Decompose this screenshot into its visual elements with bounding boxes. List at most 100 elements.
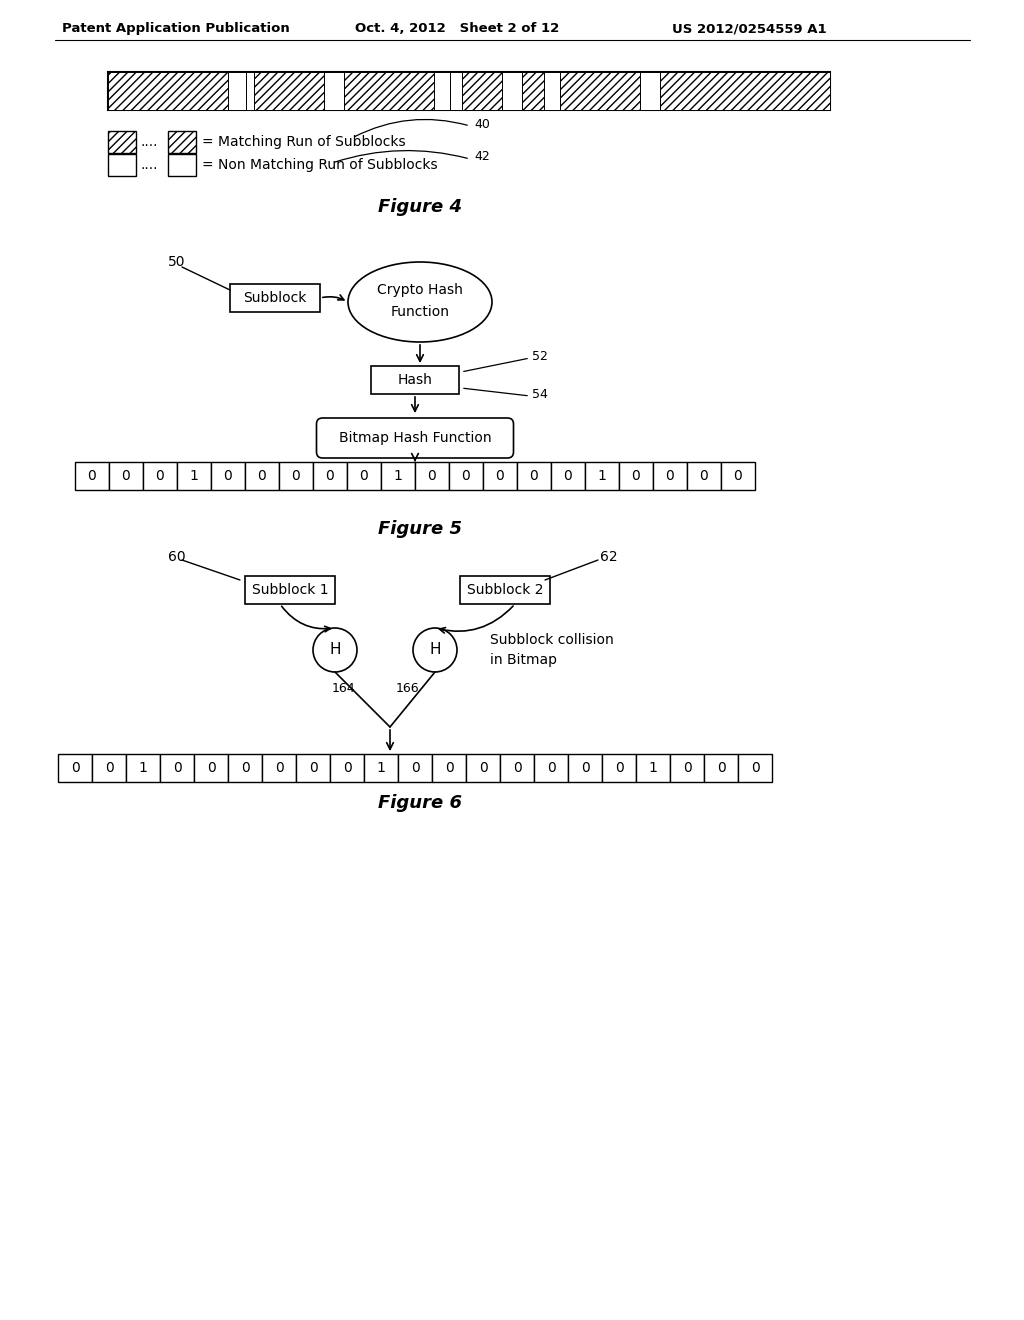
Circle shape [313,628,357,672]
Bar [143,462,177,490]
Text: 0: 0 [733,469,742,483]
Text: Figure 5: Figure 5 [378,520,462,539]
Text: 0: 0 [428,469,436,483]
Text: ....: .... [140,158,158,172]
Text: 0: 0 [683,762,691,775]
Bar [109,462,143,490]
Bar [160,754,194,781]
Bar [502,73,522,110]
Bar [58,754,92,781]
Text: Figure 4: Figure 4 [378,198,462,216]
Bar [168,154,196,176]
Text: 0: 0 [258,469,266,483]
Bar [460,576,550,605]
Text: 62: 62 [600,550,617,564]
Bar [517,462,551,490]
Text: 0: 0 [547,762,555,775]
Bar [500,754,534,781]
Text: 0: 0 [223,469,232,483]
Bar [92,754,126,781]
Text: 1: 1 [598,469,606,483]
Text: 0: 0 [71,762,80,775]
Bar [636,754,670,781]
Text: 0: 0 [207,762,215,775]
Text: 0: 0 [462,469,470,483]
Bar [347,462,381,490]
Bar [177,462,211,490]
Bar [534,754,568,781]
Text: 54: 54 [532,388,548,400]
Bar [544,73,560,110]
Text: in Bitmap: in Bitmap [490,653,557,667]
Text: 0: 0 [274,762,284,775]
Text: Crypto Hash: Crypto Hash [377,282,463,297]
Text: 1: 1 [377,762,385,775]
Text: 166: 166 [396,682,420,696]
Text: ....: .... [140,135,158,149]
Text: 0: 0 [529,469,539,483]
Bar [126,754,160,781]
Circle shape [413,628,457,672]
Bar [660,73,830,110]
Text: 0: 0 [359,469,369,483]
Bar [466,754,500,781]
Bar [194,754,228,781]
Bar [246,73,254,110]
Text: US 2012/0254559 A1: US 2012/0254559 A1 [672,22,826,36]
Text: Function: Function [390,305,450,319]
Text: 0: 0 [411,762,420,775]
Bar [279,462,313,490]
Bar [75,462,109,490]
Bar [450,73,462,110]
Bar [168,131,196,153]
Text: 0: 0 [513,762,521,775]
Bar [462,73,502,110]
Bar [721,462,755,490]
Text: 0: 0 [156,469,165,483]
Text: 164: 164 [332,682,355,696]
Text: 0: 0 [343,762,351,775]
Bar [560,73,640,110]
Text: 0: 0 [699,469,709,483]
Bar [108,73,228,110]
Text: H: H [330,643,341,657]
Text: Figure 6: Figure 6 [378,795,462,812]
Text: 0: 0 [496,469,505,483]
Text: Patent Application Publication: Patent Application Publication [62,22,290,36]
Bar [371,366,459,393]
Text: Subblock 2: Subblock 2 [467,583,544,597]
Bar [432,754,466,781]
Bar [687,462,721,490]
Bar [705,754,738,781]
Bar [262,754,296,781]
Text: = Non Matching Run of Subblocks: = Non Matching Run of Subblocks [202,158,437,172]
Text: 50: 50 [168,255,185,269]
Bar [398,754,432,781]
Bar [344,73,434,110]
Bar [738,754,772,781]
Bar [522,73,544,110]
Bar [434,73,450,110]
Text: Subblock: Subblock [244,290,306,305]
Bar [230,284,319,312]
Text: 0: 0 [581,762,590,775]
Bar [245,576,335,605]
Bar [211,462,245,490]
Bar [324,73,344,110]
Bar [245,462,279,490]
Text: 0: 0 [444,762,454,775]
Bar [551,462,585,490]
Bar [670,754,705,781]
Text: 0: 0 [104,762,114,775]
Text: 1: 1 [138,762,147,775]
Text: 0: 0 [614,762,624,775]
Bar [108,154,136,176]
Bar [381,462,415,490]
Bar [108,73,830,110]
Bar [364,754,398,781]
Text: 0: 0 [751,762,760,775]
Text: Subblock collision: Subblock collision [490,634,613,647]
Text: = Matching Run of Subblocks: = Matching Run of Subblocks [202,135,406,149]
Bar [568,754,602,781]
Text: 52: 52 [532,350,548,363]
